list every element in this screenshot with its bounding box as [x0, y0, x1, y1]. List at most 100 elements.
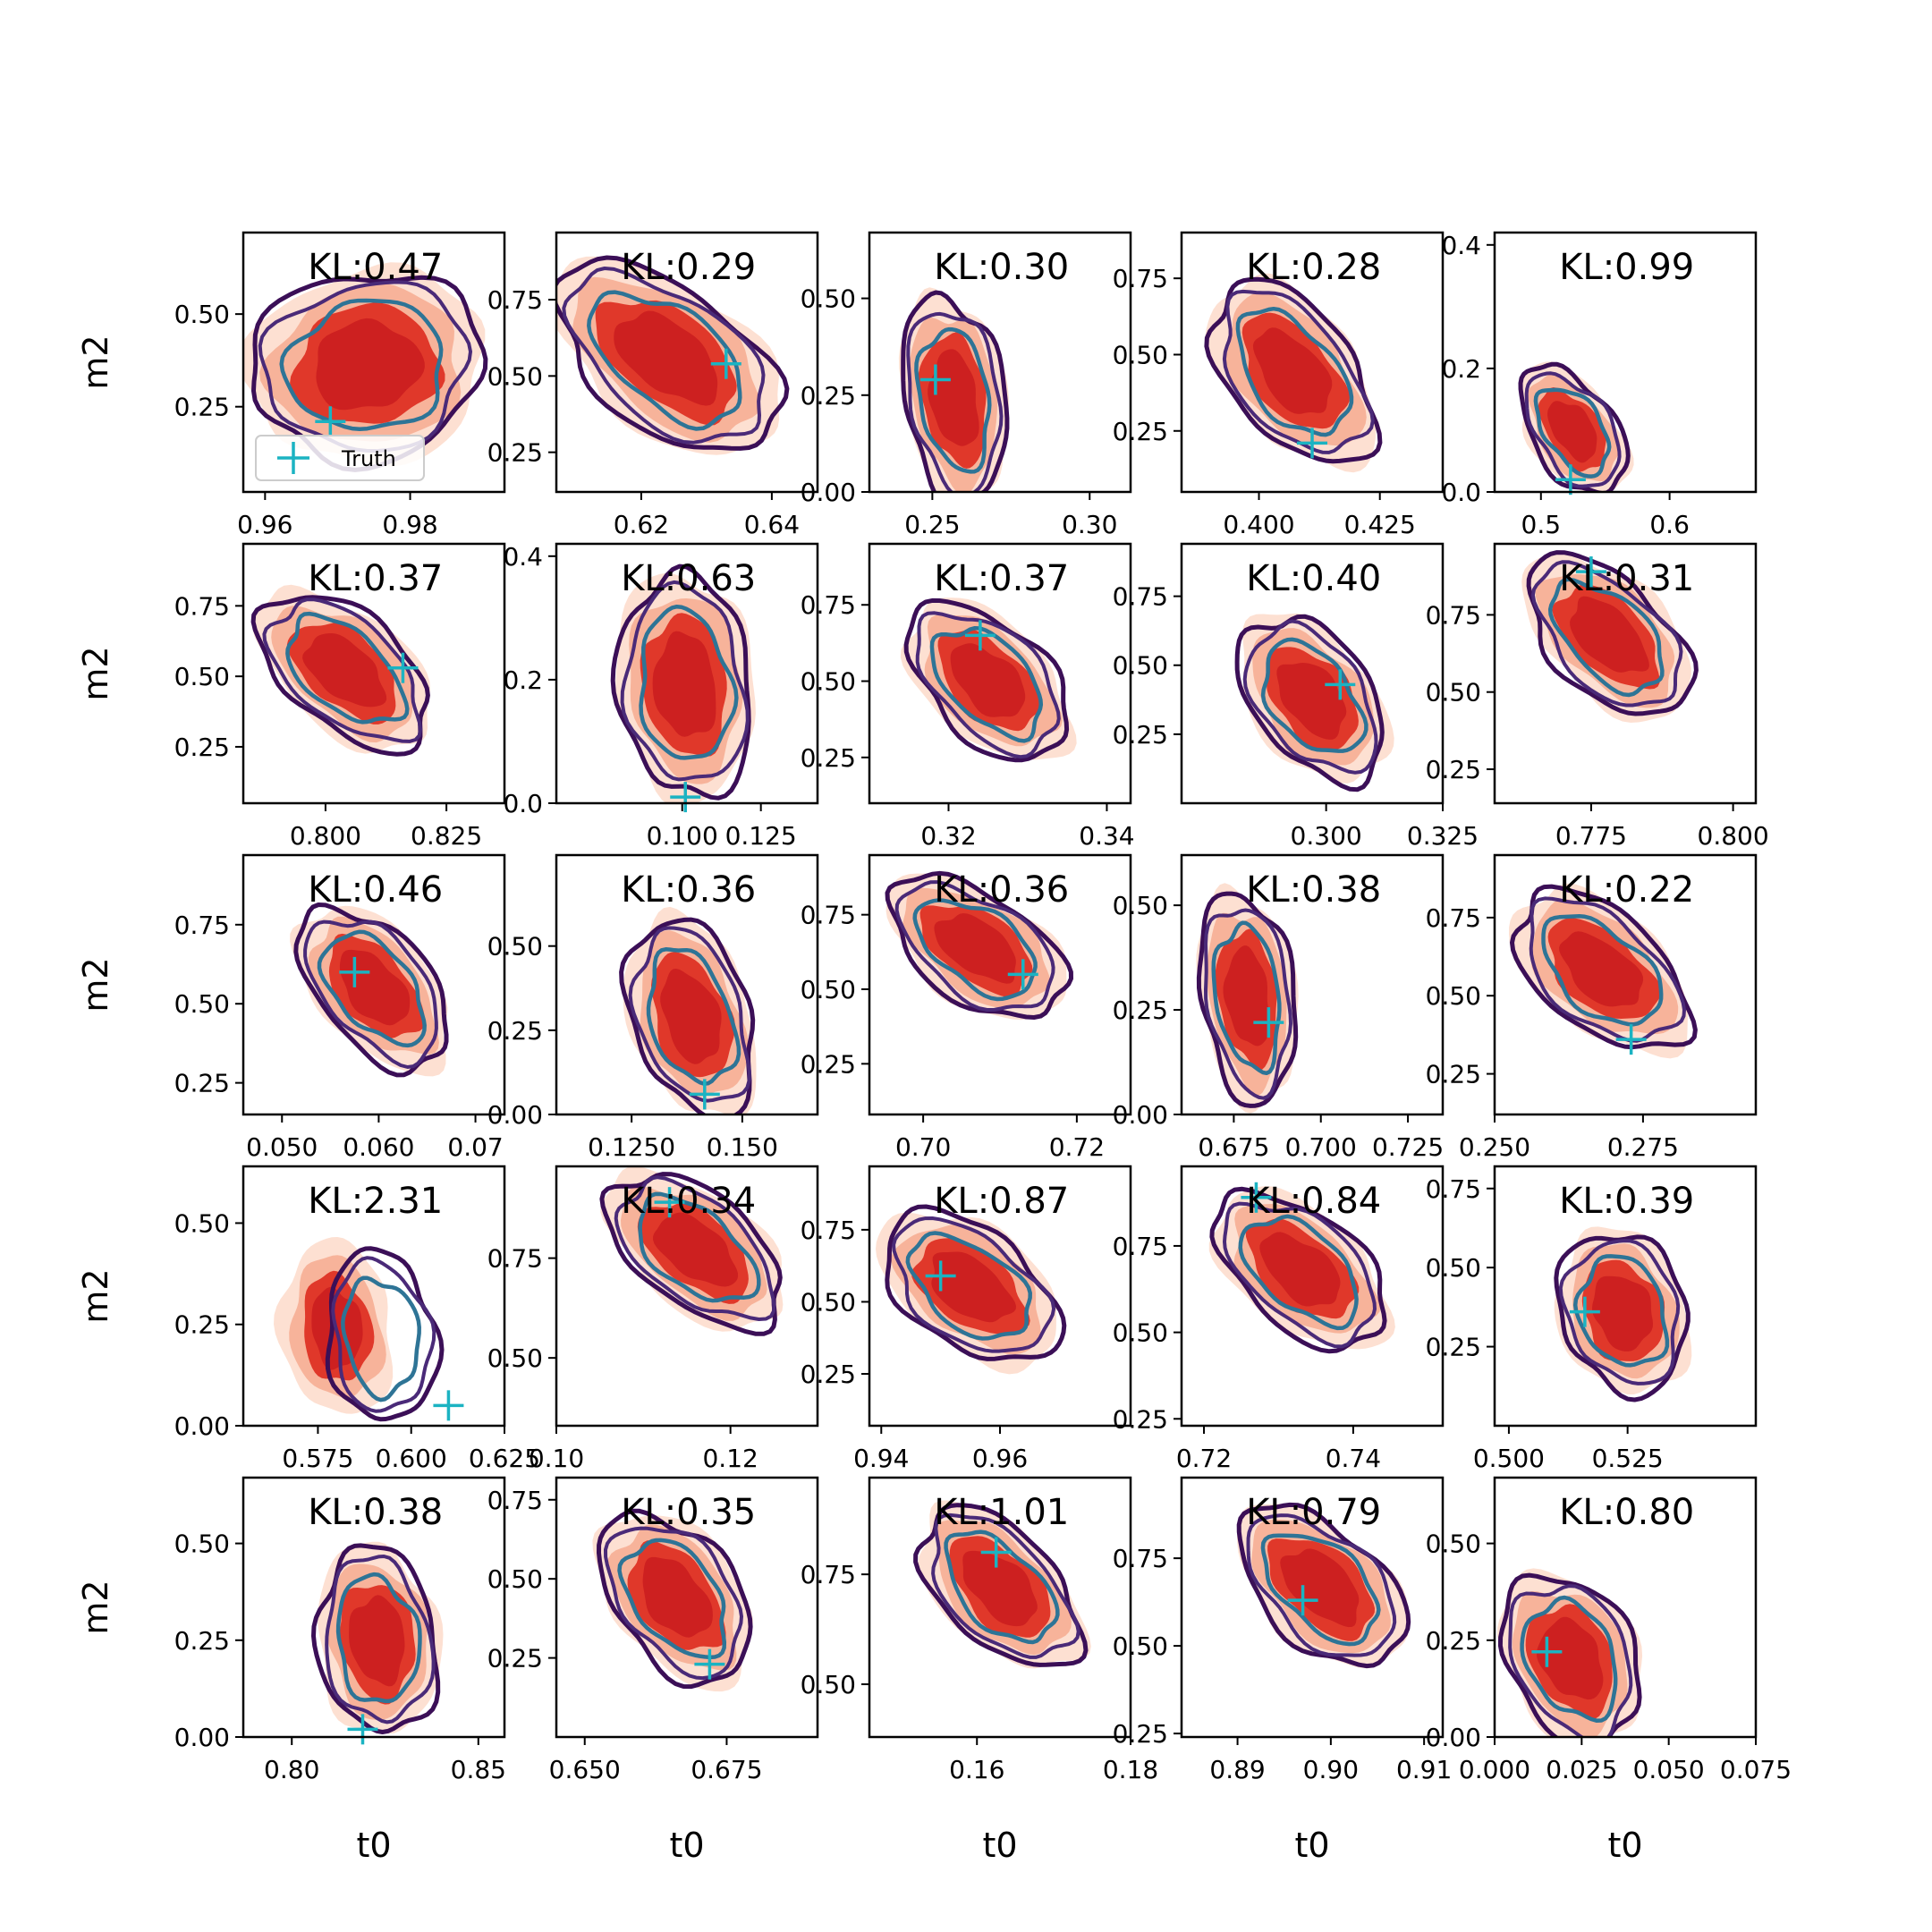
filled-density-level — [928, 349, 979, 446]
axes-frame — [555, 1476, 819, 1739]
posterior-density — [1509, 883, 1698, 1059]
contour-line — [335, 1572, 422, 1704]
x-tick-label: 0.89 — [1209, 1755, 1265, 1784]
x-axis-label: t0 — [356, 1826, 391, 1865]
posterior-density — [1497, 1568, 1643, 1737]
contour-line — [250, 595, 430, 757]
contour-line — [931, 1513, 1080, 1659]
contour-line — [1204, 908, 1292, 1100]
kl-annotation: KL:0.87 — [934, 1181, 1069, 1222]
filled-density-level — [316, 318, 425, 411]
x-tick-label: 0.34 — [1079, 821, 1134, 851]
subplot-panel: 0.70 0.72 0.25 0.50 0.75 KL:0.36 — [801, 853, 1132, 1162]
y-tick-label: 0.00 — [487, 1100, 543, 1130]
y-tick-label: 0.25 — [1113, 1719, 1168, 1749]
posterior-density — [1204, 273, 1383, 473]
truth-marker — [654, 1187, 685, 1218]
filled-density-level — [660, 969, 722, 1064]
filled-density-level — [931, 1251, 1016, 1323]
x-tick-label: 0.64 — [744, 510, 800, 539]
filled-density-level — [934, 913, 1016, 984]
y-tick-label: 0.00 — [1113, 1100, 1168, 1130]
filled-density-level — [614, 310, 718, 406]
truth-marker — [980, 1537, 1012, 1568]
truth-marker — [1253, 1007, 1284, 1038]
y-tick-label: 0.4 — [503, 542, 543, 572]
contour-line — [604, 1526, 743, 1681]
contour-line — [1222, 289, 1375, 454]
axes-frame — [242, 231, 506, 494]
filled-density-level — [1259, 1232, 1341, 1307]
y-tick-label: 0.25 — [1113, 720, 1168, 750]
filled-density-level — [652, 631, 716, 737]
subplot-panel: 0.050 0.060 0.07 0.25 0.50 0.75 KL:0.46 — [174, 853, 506, 1162]
kl-annotation: KL:0.37 — [934, 558, 1069, 599]
y-tick-label: 0.50 — [487, 1343, 543, 1373]
subplot-panel: 0.400 0.425 0.25 0.50 0.75 KL:0.28 — [1113, 231, 1445, 539]
y-tick-label: 0.25 — [1113, 1404, 1168, 1434]
y-tick-label: 0.25 — [174, 733, 230, 762]
x-tick-label: 0.050 — [1633, 1755, 1705, 1784]
y-tick-label: 0.50 — [1426, 1530, 1481, 1559]
x-tick-label: 0.25 — [904, 510, 960, 539]
axes-frame — [868, 542, 1132, 805]
y-tick-label: 0.25 — [174, 393, 230, 422]
x-tick-label: 0.96 — [237, 510, 292, 539]
kl-annotation: KL:0.29 — [621, 247, 756, 288]
subplot-panel: 0.775 0.800 0.25 0.50 0.75 KL:0.31 — [1426, 542, 1769, 851]
x-axis-label: t0 — [669, 1826, 704, 1865]
truth-marker — [387, 652, 419, 683]
y-tick-label: 0.50 — [174, 1208, 230, 1238]
contour-line — [1530, 560, 1683, 708]
kl-annotation: KL:0.36 — [934, 869, 1069, 911]
contour-line — [639, 604, 739, 760]
contour-line — [1223, 1201, 1377, 1349]
subplot-panel: 0.89 0.90 0.91 0.25 0.50 0.75 KL:0.79 — [1113, 1476, 1452, 1784]
legend-box — [255, 435, 425, 481]
x-tick-label: 0.525 — [1592, 1444, 1664, 1473]
contour-line — [1558, 1239, 1681, 1385]
x-tick-label: 0.12 — [702, 1444, 758, 1473]
contour-line — [892, 1216, 1056, 1353]
filled-density-level — [653, 1212, 739, 1287]
contour-line — [1238, 1214, 1359, 1331]
subplot-panel: 0.800 0.825 0.25 0.50 0.75 KL:0.37 — [174, 542, 506, 851]
truth-marker — [1325, 669, 1356, 700]
x-tick-label: 0.5 — [1521, 510, 1562, 539]
x-tick-label: 0.800 — [1698, 821, 1769, 851]
y-tick-label: 0.75 — [1113, 264, 1168, 293]
contour-line — [1236, 1502, 1411, 1669]
contour-line — [597, 1508, 753, 1690]
y-tick-label: 0.25 — [1426, 1060, 1481, 1089]
x-tick-label: 0.275 — [1607, 1132, 1679, 1162]
kl-annotation: KL:1.01 — [934, 1492, 1069, 1533]
axes-frame — [1493, 1476, 1758, 1739]
axes-frame — [868, 1476, 1132, 1739]
contour-line — [1508, 1584, 1633, 1737]
kl-annotation: KL:0.38 — [308, 1492, 443, 1533]
subplot-panel: 0.300 0.325 0.25 0.50 0.75 KL:0.40 — [1113, 542, 1479, 851]
contour-line — [620, 580, 750, 782]
y-tick-label: 0.75 — [801, 1216, 856, 1245]
kl-annotation: KL:0.79 — [1246, 1492, 1381, 1533]
axes-frame — [242, 1476, 506, 1739]
y-tick-label: 0.00 — [174, 1411, 230, 1441]
contour-line — [1211, 920, 1282, 1076]
y-tick-label: 0.25 — [801, 1049, 856, 1079]
x-tick-label: 0.16 — [949, 1755, 1004, 1784]
y-tick-label: 0.75 — [487, 1486, 543, 1515]
contour-line — [599, 1172, 783, 1336]
kl-annotation: KL:0.35 — [621, 1492, 756, 1533]
subplot-panel: 0.5 0.6 0.0 0.2 0.4 KL:0.99 — [1441, 231, 1758, 539]
y-tick-label: 0.00 — [1426, 1723, 1481, 1752]
truth-marker — [1615, 1024, 1647, 1055]
truth-marker — [689, 1079, 720, 1110]
x-tick-label: 0.800 — [290, 821, 361, 851]
subplot-panel: 0.80 0.85 0.00 0.25 0.50 KL:0.38 — [174, 1476, 506, 1784]
truth-marker — [433, 1390, 464, 1421]
contour-line — [915, 611, 1061, 759]
contour-line — [628, 926, 751, 1103]
truth-marker — [925, 1260, 956, 1292]
